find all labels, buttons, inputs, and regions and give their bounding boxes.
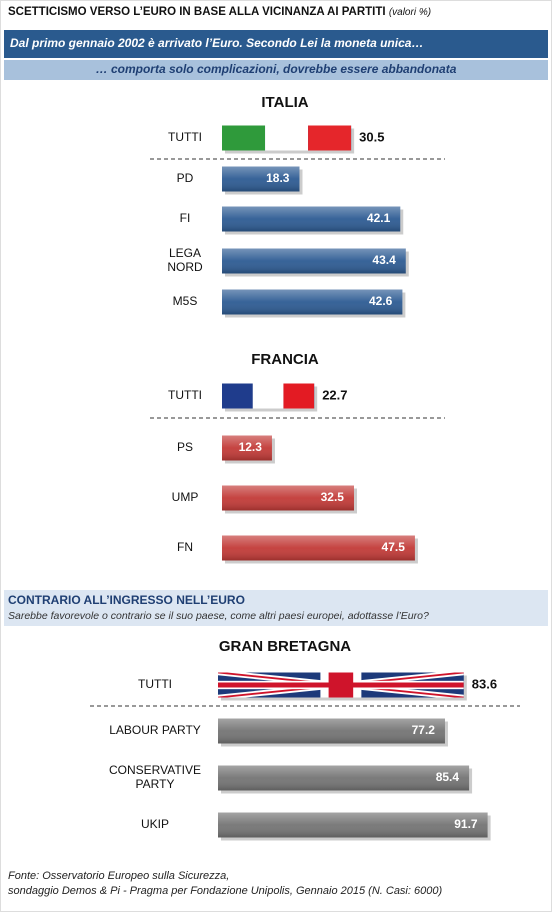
chart-title: ITALIA — [261, 94, 308, 111]
section-title: CONTRARIO ALL’INGRESSO NELL’EURO — [8, 593, 245, 607]
chart-title: FRANCIA — [251, 351, 319, 368]
flag — [222, 125, 352, 151]
category-label: PD — [177, 171, 194, 185]
bar-shine — [218, 812, 488, 838]
flag-stripe — [308, 125, 352, 151]
section-banner — [4, 590, 548, 626]
source: sondaggio Demos & Pi - Pragma per Fondaz… — [8, 885, 442, 897]
value-label: 77.2 — [412, 723, 436, 737]
source: Fonte: Osservatorio Europeo sulla Sicure… — [8, 870, 229, 882]
flag-stripe — [222, 125, 266, 151]
bar-shine — [222, 166, 300, 192]
flag-stripe — [218, 682, 464, 688]
category-label: TUTTI — [138, 677, 172, 691]
section-question: Sarebbe favorevole o contrario se il suo… — [8, 610, 429, 622]
category-label: LABOUR PARTY — [109, 723, 201, 737]
value-label: 22.7 — [322, 387, 347, 402]
value-label: 18.3 — [266, 171, 290, 185]
bar-shine — [222, 206, 401, 232]
bar-shine — [222, 289, 403, 315]
category-label: LEGA NORD — [167, 246, 203, 274]
category-label: FI — [180, 211, 191, 225]
flag — [218, 672, 464, 698]
title-text: SCETTICISMO VERSO L’EURO IN BASE ALLA VI… — [8, 6, 386, 18]
flag-stripe — [222, 383, 253, 409]
category-label: TUTTI — [168, 388, 202, 402]
value-label: 30.5 — [359, 129, 384, 144]
bar-shine — [218, 718, 445, 744]
unit: (valori %) — [389, 7, 431, 18]
value-label: 47.5 — [382, 540, 406, 554]
chart-title: GRAN BRETAGNA — [219, 638, 351, 655]
bar-shine — [218, 765, 470, 791]
bar-shine — [222, 248, 406, 274]
answer: … comporta solo complicazioni, dovrebbe … — [96, 62, 457, 76]
category-label: CONSERVATIVE PARTY — [109, 763, 201, 791]
category-label: M5S — [173, 294, 198, 308]
value-label: 91.7 — [454, 817, 478, 831]
category-label: TUTTI — [168, 130, 202, 144]
bar-shine — [222, 435, 272, 461]
category-label: PS — [177, 440, 193, 454]
question: Dal primo gennaio 2002 è arrivato l’Euro… — [10, 36, 423, 50]
flag-stripe — [265, 125, 309, 151]
value-label: 83.6 — [472, 676, 497, 691]
category-label: UMP — [172, 490, 199, 504]
main-title: SCETTICISMO VERSO L’EURO IN BASE ALLA VI… — [8, 6, 431, 18]
flag-stripe — [252, 383, 284, 409]
category-label: FN — [177, 540, 193, 554]
bar-shine — [222, 535, 415, 561]
value-label: 12.3 — [239, 440, 263, 454]
answer-banner — [4, 60, 548, 80]
flag-stripe — [283, 383, 315, 409]
value-label: 42.6 — [369, 294, 393, 308]
value-label: 32.5 — [321, 490, 345, 504]
bar-shine — [222, 485, 354, 511]
value-label: 42.1 — [367, 211, 391, 225]
flag — [222, 383, 315, 409]
question-banner — [4, 30, 548, 58]
value-label: 43.4 — [372, 253, 396, 267]
category-label: UKIP — [141, 817, 169, 831]
value-label: 85.4 — [436, 770, 460, 784]
